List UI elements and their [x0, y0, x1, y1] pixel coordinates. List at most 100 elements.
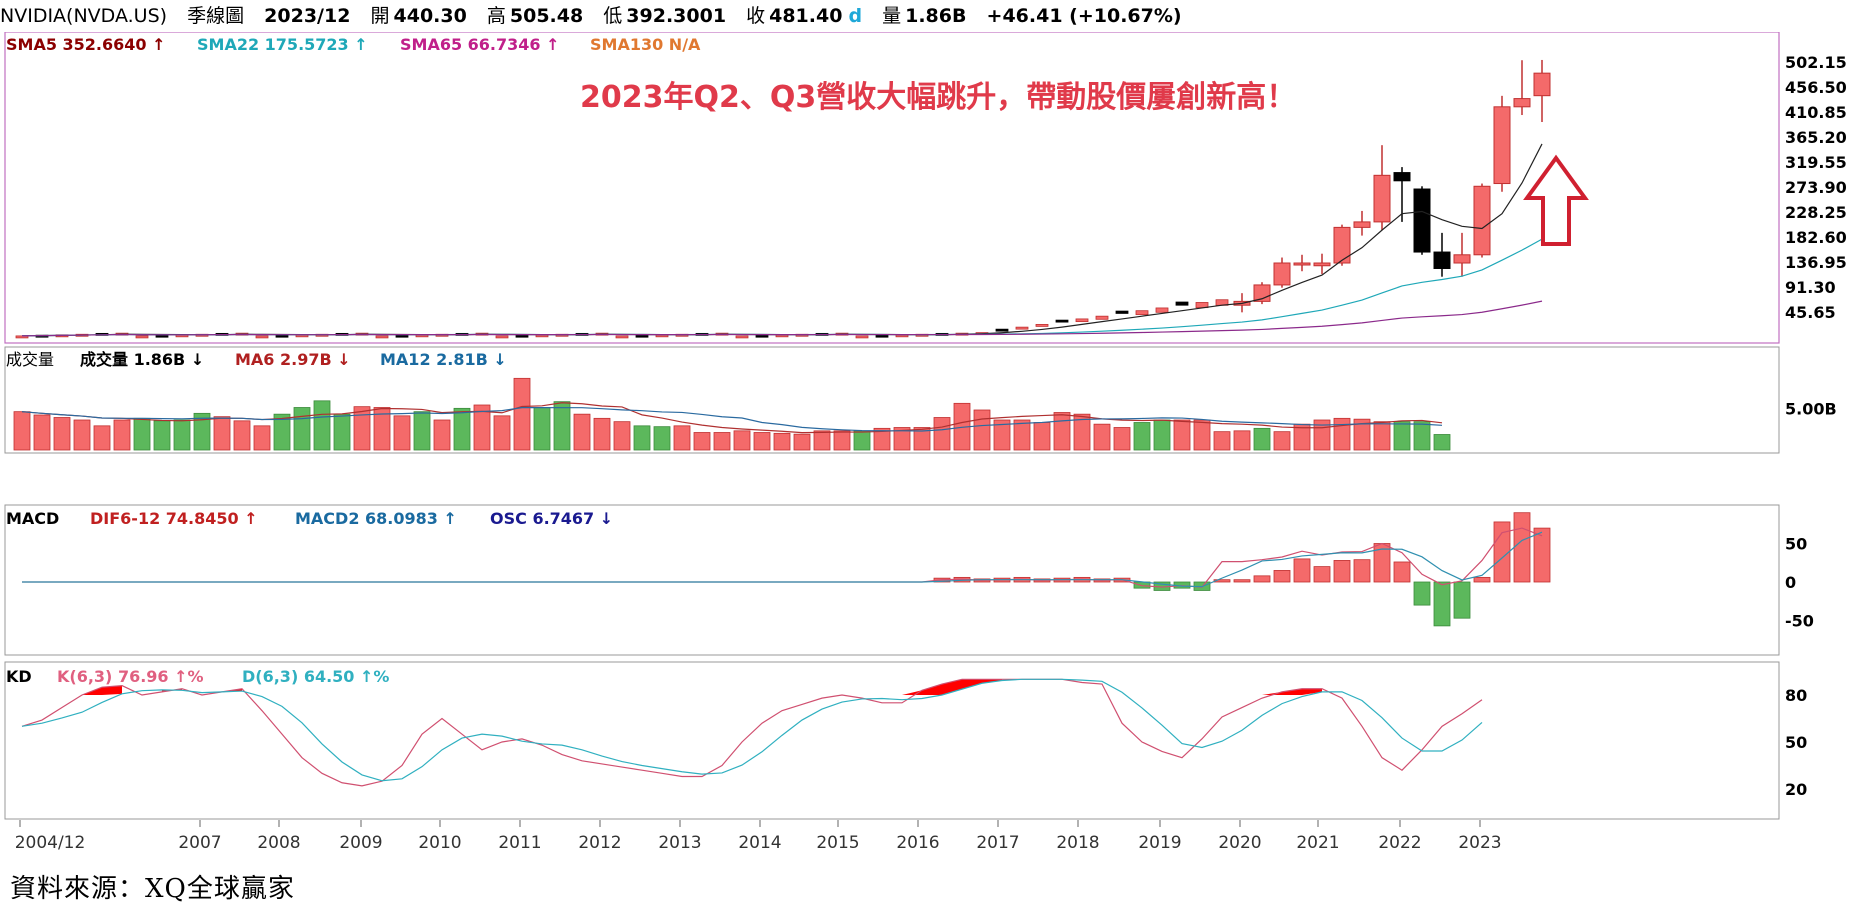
x-tick-label: 2004/12 — [15, 833, 86, 853]
x-tick-label: 2020 — [1218, 833, 1261, 853]
open-value: 440.30 — [393, 5, 467, 27]
x-tick-label: 2019 — [1138, 833, 1181, 853]
price-panel-frame — [4, 32, 1780, 344]
volume-bar — [1233, 430, 1251, 451]
volume-bar — [993, 419, 1011, 451]
volume-legend-item: MA6 2.97B ↓ — [235, 350, 351, 369]
candle — [1293, 262, 1311, 266]
x-tick-label: 2017 — [976, 833, 1019, 853]
candle — [875, 334, 889, 338]
osc-bar — [1433, 581, 1451, 627]
volume-bar — [213, 416, 231, 451]
d-line — [21, 678, 1483, 782]
x-tick-label: 2015 — [816, 833, 859, 853]
volume-bar — [1073, 413, 1091, 451]
volume-bar — [53, 417, 71, 451]
candle — [1393, 172, 1411, 182]
price-tick-label: 45.65 — [1785, 303, 1836, 322]
candle — [1333, 226, 1351, 264]
volume-bar — [1113, 427, 1131, 451]
candle — [1373, 174, 1391, 223]
candle — [1473, 185, 1491, 256]
data-source: 資料來源：XQ全球贏家 — [10, 874, 295, 904]
volume-bar — [1013, 419, 1031, 451]
volume-bar — [333, 413, 351, 451]
candle — [1413, 188, 1431, 253]
volume-bar — [73, 419, 91, 451]
close-value: 481.40 — [769, 5, 843, 27]
chart-kind[interactable]: 季線圖 — [187, 5, 245, 27]
volume-bar — [653, 426, 671, 451]
price-tick-label: 319.55 — [1785, 153, 1847, 172]
volume-bar — [153, 420, 171, 451]
osc-bar — [1473, 576, 1491, 583]
volume-bar — [1033, 422, 1051, 451]
k-line — [21, 678, 1483, 787]
macd-legend-item: MACD — [6, 509, 59, 528]
volume-bar — [1393, 421, 1411, 451]
volume-bar — [1093, 423, 1111, 451]
volume-bar — [253, 425, 271, 451]
low-value: 392.3001 — [626, 5, 727, 27]
x-tick-label: 2008 — [257, 833, 300, 853]
x-tick-label: 2011 — [498, 833, 541, 853]
osc-bar — [1293, 558, 1311, 583]
kd-overbought-fill — [922, 684, 942, 695]
x-tick-label: 2018 — [1056, 833, 1099, 853]
kd-overbought-fill — [1282, 688, 1302, 695]
kd-legend-item: KD — [6, 667, 32, 686]
volume-bar — [513, 377, 531, 451]
candle — [635, 334, 649, 338]
osc-bar — [1253, 575, 1271, 583]
quote-header: NVIDIA(NVDA.US) 季線圖 2023/12 開 440.30 高 505… — [0, 0, 1859, 32]
volume-bar — [673, 425, 691, 451]
candle — [1533, 72, 1551, 97]
volume-bar — [33, 414, 51, 451]
candle — [1313, 262, 1331, 267]
candle — [1135, 310, 1149, 316]
sma5-line — [21, 143, 1543, 337]
volume-bar — [813, 430, 831, 451]
candle — [1273, 262, 1291, 286]
price-tick-label: 182.60 — [1785, 228, 1847, 247]
candle — [735, 335, 749, 339]
candle — [135, 335, 149, 339]
macd-tick-label: 50 — [1785, 535, 1807, 554]
volume-bar — [593, 417, 611, 451]
candle — [1055, 319, 1069, 323]
volume-bar — [113, 419, 131, 451]
x-tick-label: 2010 — [418, 833, 461, 853]
kd-legend-item: K(6,3) 76.96 ↑% — [57, 667, 204, 686]
volume-bar — [233, 420, 251, 451]
volume-bar — [753, 432, 771, 451]
kd-panel-frame — [4, 661, 1780, 820]
kd-tick-label: 50 — [1785, 733, 1807, 752]
stock-chart[interactable]: 502.15 456.50 410.85 365.20 319.55 273.90 228.… — [0, 32, 1859, 867]
macd-legend-item: DIF6-12 74.8450 ↑ — [90, 509, 258, 528]
volume-bar — [1333, 417, 1351, 451]
volume-bar — [553, 401, 571, 451]
candle — [855, 335, 869, 339]
volume-bar — [193, 412, 211, 451]
price-tick-label: 365.20 — [1785, 128, 1847, 147]
volume-bar — [493, 415, 511, 451]
volume-bar — [313, 400, 331, 451]
candle — [255, 335, 269, 339]
volume-bar — [913, 427, 931, 451]
volume-bar — [473, 404, 491, 451]
kd-tick-label: 20 — [1785, 780, 1807, 799]
volume-bar — [1253, 427, 1271, 451]
x-tick-label: 2016 — [896, 833, 939, 853]
symbol: NVIDIA(NVDA.US) — [0, 5, 168, 27]
candle — [1075, 318, 1089, 323]
osc-bar — [1393, 561, 1411, 583]
candle — [755, 334, 769, 338]
volume-bar — [633, 425, 651, 451]
volume-bar — [453, 407, 471, 451]
price-tick-label: 228.25 — [1785, 203, 1847, 222]
candle — [495, 335, 509, 339]
volume-bar — [293, 407, 311, 451]
candle — [615, 335, 629, 339]
volume-bar — [1193, 419, 1211, 451]
close-flag: d — [848, 5, 863, 27]
